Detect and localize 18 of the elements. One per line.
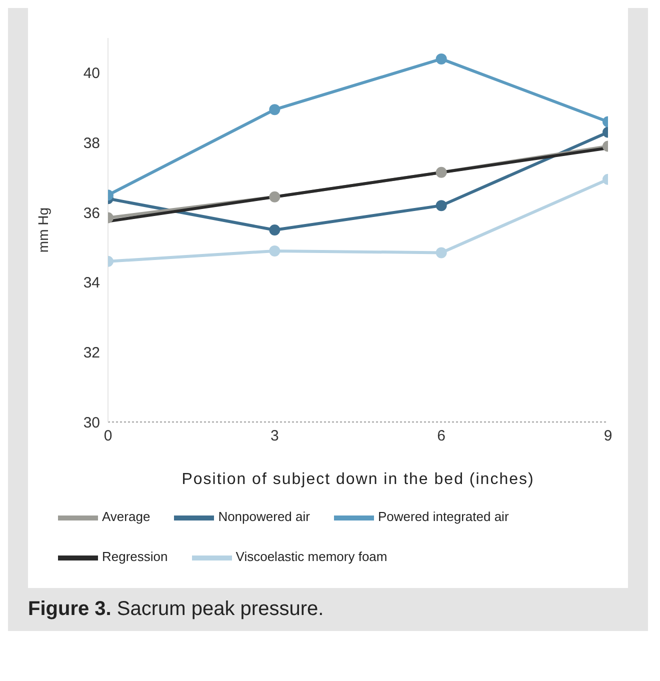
x-tick-label: 9 [604, 428, 612, 445]
x-tick-label: 6 [437, 428, 446, 445]
legend-label: Average [102, 509, 150, 524]
legend-label: Powered integrated air [378, 509, 509, 524]
caption: Figure 3. Sacrum peak pressure. [27, 597, 325, 621]
y-tick-label: 30 [83, 414, 100, 432]
y-tick-label: 38 [83, 135, 100, 152]
x-tick-label: 3 [270, 428, 279, 445]
y-tick-label: 36 [83, 204, 100, 222]
legend-label: Nonpowered air [218, 509, 310, 524]
y-axis-title: mm Hg [34, 207, 51, 253]
legend-label: Viscoelastic memory foam [236, 549, 388, 564]
y-tick-label: 34 [83, 274, 100, 292]
legend-label: Regression [102, 549, 168, 564]
x-axis-title: Position of subject down in the bed (inches) [182, 471, 534, 488]
x-tick-label: 0 [104, 428, 112, 445]
y-tick-label: 32 [83, 344, 100, 362]
y-tick-label: 40 [83, 65, 100, 82]
